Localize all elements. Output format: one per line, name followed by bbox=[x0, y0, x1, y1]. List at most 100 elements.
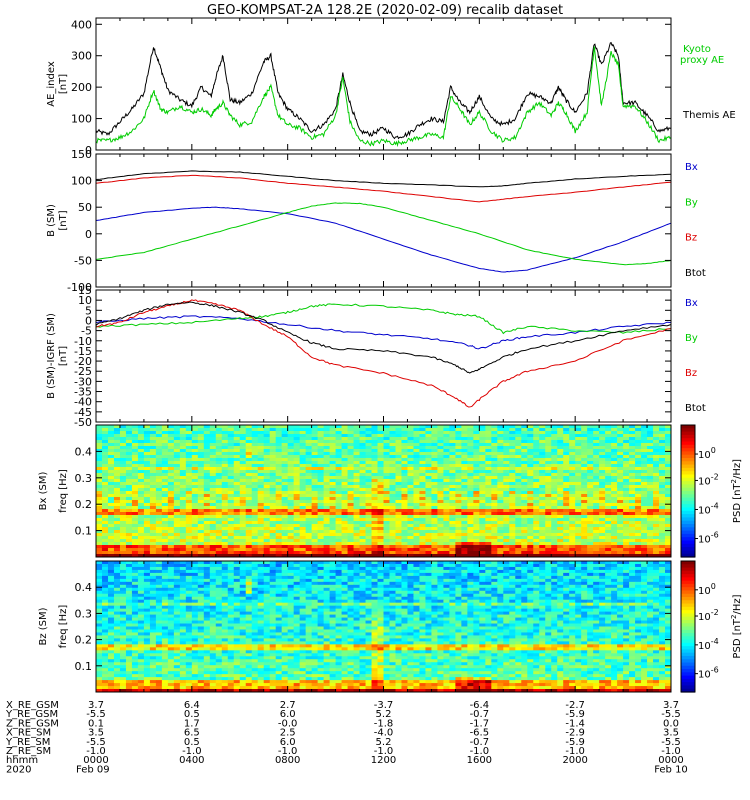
heatmap-cell bbox=[173, 485, 181, 489]
heatmap-cell bbox=[149, 488, 157, 492]
heatmap-cell bbox=[383, 539, 390, 543]
heatmap-cell bbox=[305, 449, 313, 453]
heatmap-cell bbox=[437, 566, 444, 571]
heatmap-cell bbox=[659, 503, 666, 507]
heatmap-cell bbox=[491, 539, 498, 543]
heatmap-cell bbox=[605, 533, 612, 537]
heatmap-cell bbox=[473, 440, 480, 444]
heatmap-cell bbox=[347, 443, 355, 447]
heatmap-cell bbox=[221, 512, 229, 516]
heatmap-cell bbox=[425, 443, 432, 447]
heatmap-cell bbox=[539, 464, 546, 468]
heatmap-cell bbox=[539, 566, 546, 571]
heatmap-cell bbox=[593, 464, 600, 468]
heatmap-cell bbox=[215, 539, 223, 543]
heatmap-cell bbox=[359, 530, 367, 534]
heatmap-cell bbox=[143, 512, 151, 516]
panel-spec_bx: 0.10.20.30.4Bx (SM) freq [Hz]10010-210-41… bbox=[38, 424, 743, 558]
heatmap-cell bbox=[641, 533, 648, 537]
heatmap-cell bbox=[521, 512, 528, 516]
heatmap-cell bbox=[251, 533, 259, 537]
heatmap-cell bbox=[431, 518, 438, 522]
heatmap-cell bbox=[527, 569, 534, 574]
heatmap-cell bbox=[377, 566, 384, 571]
heatmap-cell bbox=[545, 551, 552, 555]
heatmap-cell bbox=[599, 437, 606, 441]
heatmap-cell bbox=[347, 545, 355, 549]
heatmap-cell bbox=[659, 482, 666, 486]
heatmap-cell bbox=[617, 458, 624, 462]
heatmap-cell bbox=[359, 440, 367, 444]
heatmap-cell bbox=[353, 440, 361, 444]
heatmap-cell bbox=[347, 476, 355, 480]
heatmap-cell bbox=[125, 503, 133, 507]
heatmap-cell bbox=[617, 512, 624, 516]
heatmap-cell bbox=[521, 473, 528, 477]
heatmap-cell bbox=[617, 467, 624, 471]
heatmap-cell bbox=[227, 467, 235, 471]
heatmap-cell bbox=[455, 569, 462, 574]
heatmap-cell bbox=[461, 458, 468, 462]
heatmap-cell bbox=[299, 548, 307, 552]
heatmap-cell bbox=[521, 461, 528, 465]
heatmap-cell bbox=[521, 437, 528, 441]
heatmap-cell bbox=[641, 431, 648, 435]
heatmap-cell bbox=[437, 467, 444, 471]
heatmap-cell bbox=[107, 512, 115, 516]
heatmap-cell bbox=[245, 455, 253, 459]
heatmap-cell bbox=[635, 440, 642, 444]
heatmap-cell bbox=[143, 485, 151, 489]
heatmap-cell bbox=[263, 518, 271, 522]
heatmap-cell bbox=[419, 521, 426, 525]
heatmap-cell bbox=[419, 494, 426, 498]
heatmap-cell bbox=[371, 561, 379, 565]
heatmap-cell bbox=[623, 518, 630, 522]
heatmap-cell bbox=[113, 461, 121, 465]
heatmap-cell bbox=[569, 500, 576, 504]
heatmap-cell bbox=[479, 521, 486, 525]
heatmap-cell bbox=[395, 446, 402, 450]
heatmap-cell bbox=[275, 431, 283, 435]
heatmap-cell bbox=[527, 561, 534, 565]
heatmap-cell bbox=[479, 515, 486, 519]
heatmap-cell bbox=[173, 539, 181, 543]
heatmap-cell bbox=[257, 482, 265, 486]
heatmap-cell bbox=[323, 515, 331, 519]
heatmap-cell bbox=[647, 561, 654, 565]
heatmap-cell bbox=[233, 566, 241, 571]
heatmap-cell bbox=[629, 561, 636, 565]
heatmap-cell bbox=[455, 506, 462, 510]
heatmap-cell bbox=[497, 488, 504, 492]
heatmap-cell bbox=[473, 512, 480, 516]
heatmap-cell bbox=[407, 554, 414, 558]
heatmap-cell bbox=[323, 464, 331, 468]
heatmap-cell bbox=[647, 464, 654, 468]
heatmap-cell bbox=[449, 473, 456, 477]
heatmap-cell bbox=[479, 554, 486, 558]
heatmap-cell bbox=[96, 518, 103, 522]
heatmap-cell bbox=[563, 446, 570, 450]
heatmap-cell bbox=[119, 452, 127, 456]
heatmap-cell bbox=[353, 467, 361, 471]
heatmap-cell bbox=[257, 524, 265, 528]
heatmap-cell bbox=[467, 509, 474, 513]
heatmap-cell bbox=[245, 561, 253, 565]
y-tick-label: 50 bbox=[78, 201, 92, 214]
heatmap-cell bbox=[545, 533, 552, 537]
colorbar-tick-label: 100 bbox=[698, 446, 716, 461]
heatmap-cell bbox=[299, 536, 307, 540]
heatmap-cell bbox=[455, 500, 462, 504]
heatmap-cell bbox=[167, 473, 175, 477]
heatmap-cell bbox=[335, 464, 343, 468]
heatmap-cell bbox=[467, 500, 474, 504]
heatmap-cell bbox=[659, 458, 666, 462]
heatmap-cell bbox=[329, 479, 337, 483]
heatmap-cell bbox=[551, 434, 558, 438]
heatmap-cell bbox=[107, 443, 115, 447]
heatmap-cell bbox=[527, 458, 534, 462]
heatmap-cell bbox=[323, 533, 331, 537]
heatmap-cell bbox=[161, 443, 169, 447]
heatmap-cell bbox=[383, 458, 390, 462]
heatmap-cell bbox=[293, 536, 301, 540]
heatmap-cell bbox=[221, 470, 229, 474]
